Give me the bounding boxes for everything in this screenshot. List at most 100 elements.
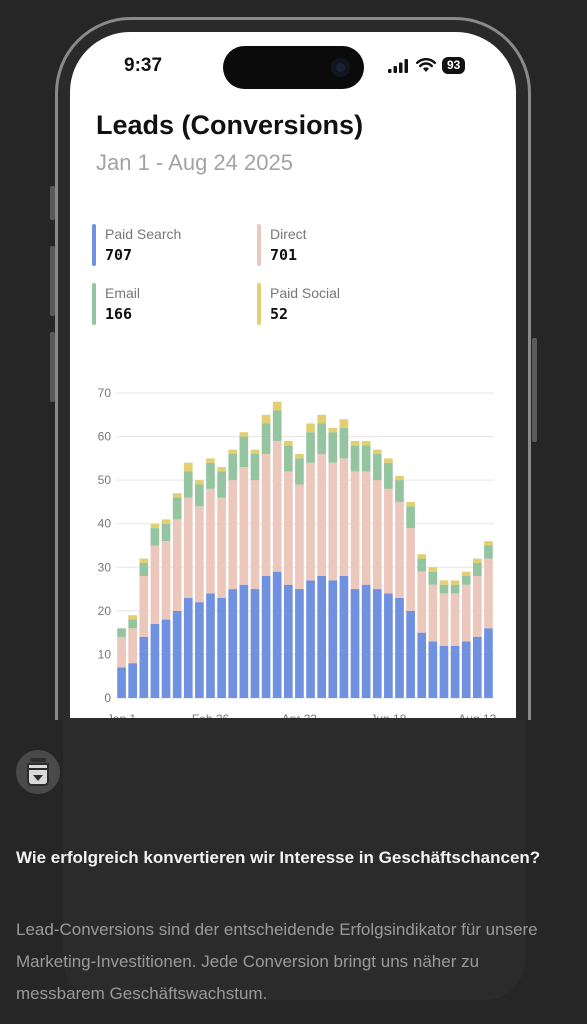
phone-frame-lower-shadow bbox=[63, 718, 525, 1000]
bar-segment bbox=[317, 414, 327, 424]
bar-segment bbox=[272, 410, 282, 441]
bar-segment bbox=[361, 445, 371, 472]
y-tick-label: 40 bbox=[98, 517, 112, 531]
bar-segment bbox=[283, 471, 293, 585]
bar-segment bbox=[417, 554, 427, 559]
bar-segment bbox=[117, 628, 126, 637]
phone-action-button bbox=[50, 186, 55, 220]
legend-value: 52 bbox=[270, 305, 289, 323]
y-tick-label: 0 bbox=[104, 691, 111, 705]
bar-segment bbox=[128, 615, 138, 620]
bar-segment bbox=[484, 558, 493, 629]
funnel-icon bbox=[16, 750, 60, 794]
y-tick-label: 60 bbox=[98, 430, 112, 444]
bar-segment bbox=[128, 663, 138, 698]
legend-label: Email bbox=[105, 285, 141, 301]
chart-bars bbox=[117, 401, 493, 698]
bar-segment bbox=[228, 454, 238, 481]
bar-segment bbox=[395, 475, 404, 481]
bar-segment bbox=[472, 576, 482, 637]
bar-segment bbox=[239, 467, 249, 585]
bar-segment bbox=[150, 523, 160, 529]
bar-segment bbox=[428, 641, 438, 698]
bar-segment bbox=[339, 458, 349, 576]
legend-swatch-direct bbox=[257, 224, 261, 266]
bar-segment bbox=[239, 432, 249, 437]
bar-segment bbox=[283, 440, 293, 446]
bar-segment bbox=[183, 597, 193, 698]
bar-segment bbox=[439, 593, 449, 646]
bar-segment bbox=[295, 454, 304, 459]
bar-segment bbox=[139, 576, 149, 637]
legend-item-paid-search: Paid Search 707 bbox=[92, 224, 242, 266]
bar-segment bbox=[183, 462, 193, 472]
stacked-bar-chart: 010203040506070Jan 1Feb 26Apr 23Jun 18Au… bbox=[98, 386, 497, 726]
bar-segment bbox=[395, 501, 404, 598]
bar-segment bbox=[283, 584, 293, 698]
bar-segment bbox=[350, 445, 360, 472]
bar-segment bbox=[439, 584, 449, 594]
y-tick-label: 30 bbox=[98, 560, 112, 574]
bar-segment bbox=[372, 480, 382, 590]
legend-swatch-paid-social bbox=[257, 283, 261, 325]
bar-segment bbox=[339, 419, 349, 428]
bar-segment bbox=[439, 580, 449, 585]
bar-segment bbox=[139, 558, 149, 563]
bar-segment bbox=[261, 454, 271, 576]
bar-segment bbox=[361, 440, 371, 446]
bar-segment bbox=[350, 471, 360, 590]
bar-segment bbox=[150, 623, 160, 698]
bar-segment bbox=[161, 523, 171, 542]
y-tick-label: 70 bbox=[98, 386, 112, 400]
bar-segment bbox=[172, 497, 182, 520]
bar-segment bbox=[472, 558, 482, 563]
bar-segment bbox=[295, 484, 304, 590]
bar-segment bbox=[372, 454, 382, 481]
bar-segment bbox=[172, 519, 182, 611]
bar-segment bbox=[206, 593, 215, 698]
bar-segment bbox=[395, 480, 404, 502]
chart-gridlines bbox=[116, 392, 494, 699]
bar-segment bbox=[306, 462, 315, 581]
status-icons: 93 bbox=[388, 57, 466, 74]
bar-segment bbox=[406, 610, 415, 698]
legend-swatch-email bbox=[92, 283, 96, 325]
bar-segment bbox=[283, 445, 293, 472]
bar-segment bbox=[272, 571, 282, 698]
bar-segment bbox=[250, 480, 260, 590]
bar-segment bbox=[339, 427, 349, 459]
bar-segment bbox=[117, 637, 126, 668]
wifi-icon bbox=[416, 58, 436, 72]
bar-segment bbox=[461, 584, 471, 642]
bar-segment bbox=[339, 576, 349, 698]
bar-segment bbox=[161, 519, 171, 524]
bar-segment bbox=[183, 497, 193, 598]
bar-segment bbox=[372, 449, 382, 454]
bar-segment bbox=[439, 645, 449, 698]
bar-segment bbox=[350, 440, 360, 446]
bar-segment bbox=[372, 589, 382, 698]
bar-segment bbox=[206, 488, 215, 594]
bar-segment bbox=[161, 541, 171, 620]
bar-segment bbox=[172, 493, 182, 498]
bar-segment bbox=[328, 462, 338, 581]
bar-segment bbox=[428, 571, 438, 585]
chart-date-range: Jan 1 - Aug 24 2025 bbox=[96, 150, 293, 175]
bar-segment bbox=[128, 628, 138, 664]
bar-segment bbox=[461, 641, 471, 698]
bar-segment bbox=[472, 562, 482, 576]
legend-label: Paid Search bbox=[105, 226, 182, 242]
cellular-signal-icon bbox=[388, 58, 408, 73]
bar-segment bbox=[317, 423, 327, 454]
bar-segment bbox=[272, 401, 282, 411]
bar-segment bbox=[484, 628, 493, 698]
bar-segment bbox=[195, 506, 204, 603]
bar-segment bbox=[161, 619, 171, 698]
legend-value: 701 bbox=[270, 246, 298, 264]
info-body: Lead-Conversions sind der entscheidende … bbox=[16, 920, 538, 1003]
bar-segment bbox=[328, 427, 338, 433]
bar-segment bbox=[428, 584, 438, 642]
bar-segment bbox=[217, 497, 226, 598]
legend-value: 166 bbox=[105, 305, 133, 323]
phone-screen: 9:37 93 Leads (Conversions) Jan 1 - Aug … bbox=[70, 32, 516, 732]
